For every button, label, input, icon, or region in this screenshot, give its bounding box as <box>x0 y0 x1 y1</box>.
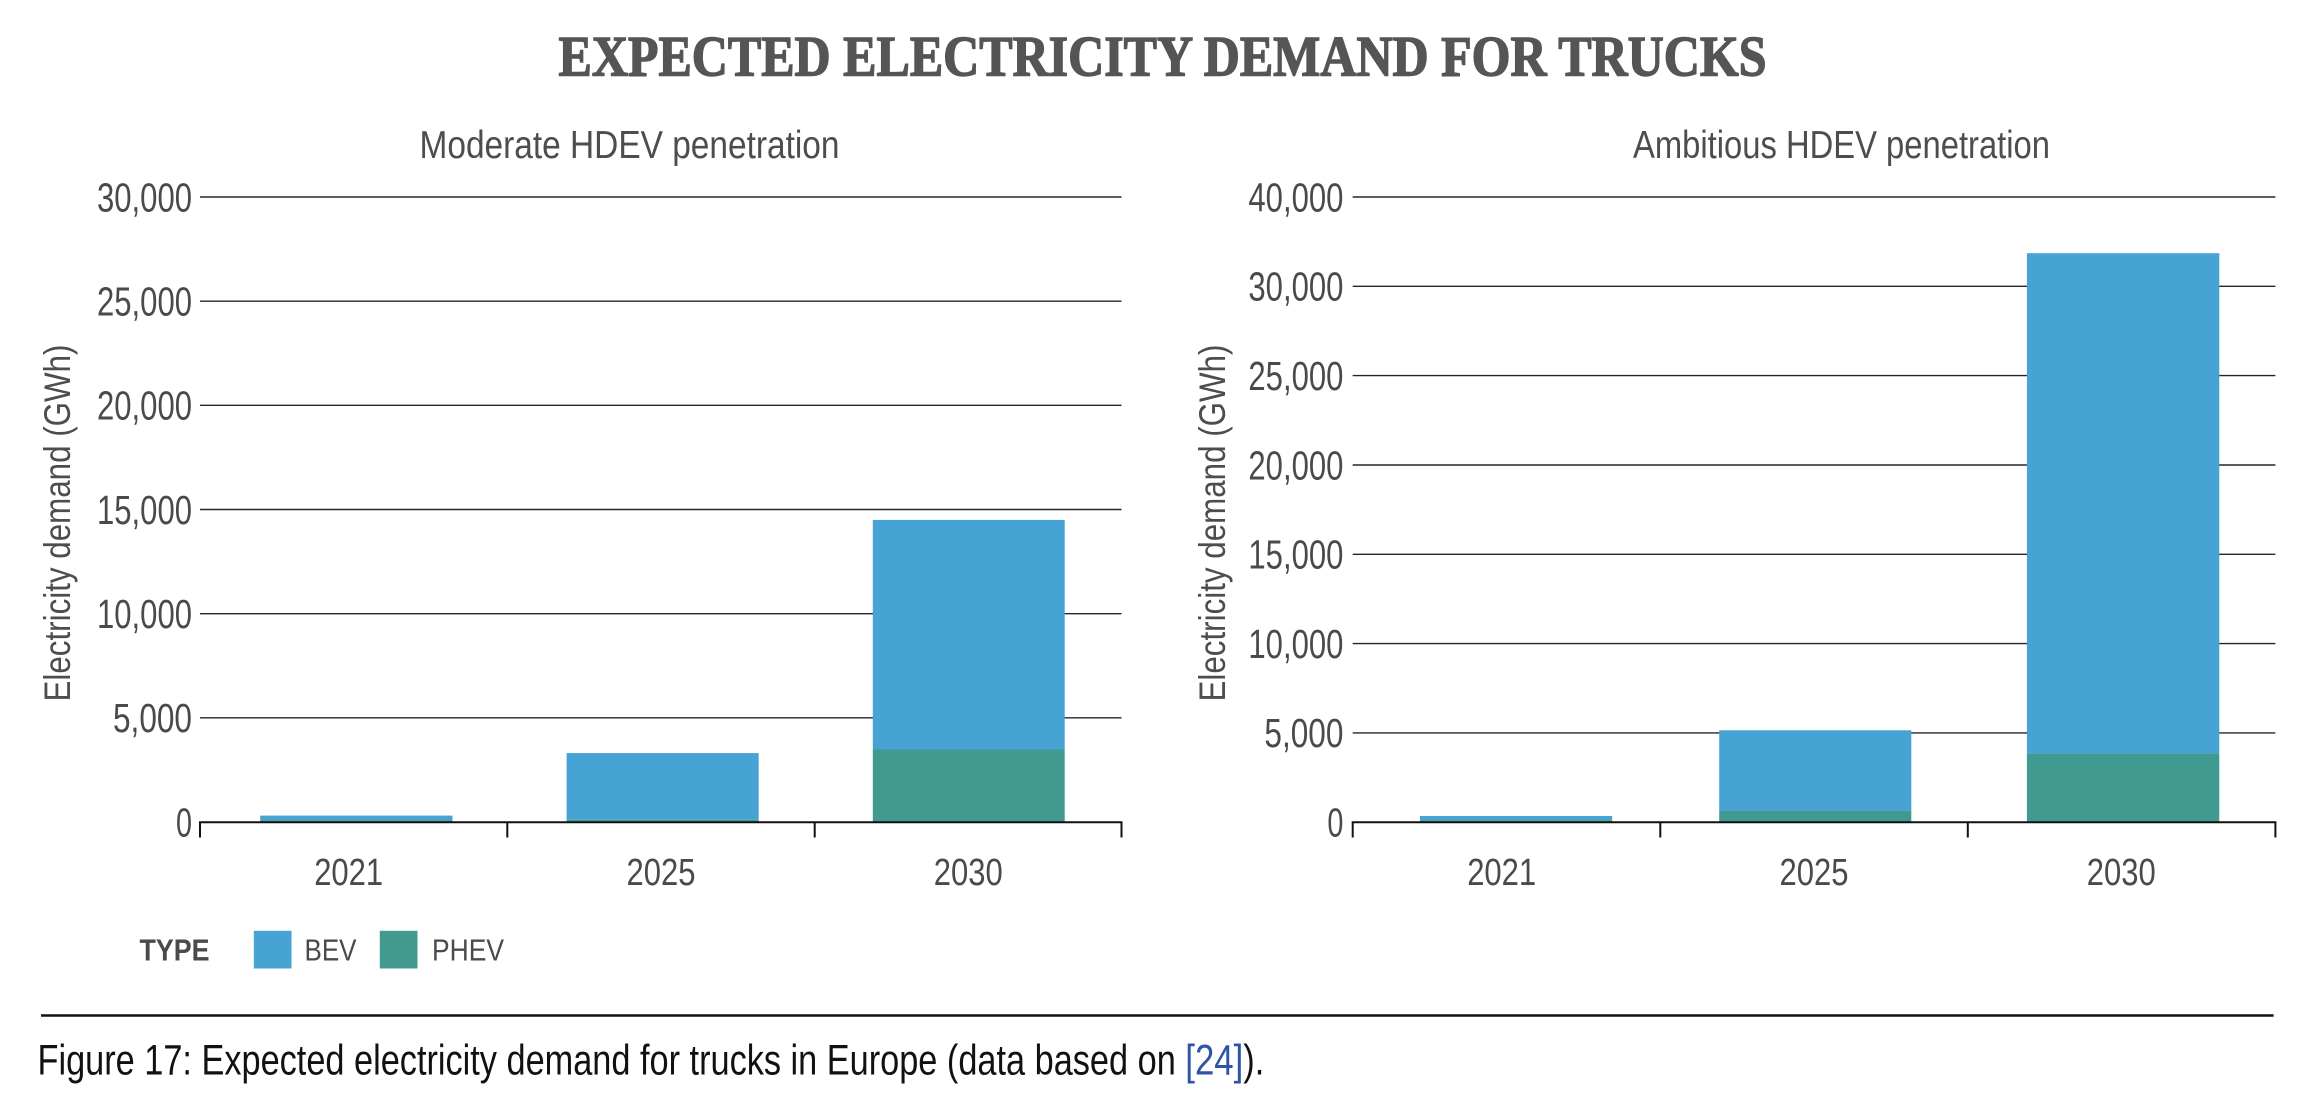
svg-text:2025: 2025 <box>1780 852 1849 894</box>
svg-text:2030: 2030 <box>2087 852 2156 894</box>
svg-text:25,000: 25,000 <box>97 279 192 325</box>
svg-text:2021: 2021 <box>1467 852 1536 894</box>
svg-text:2021: 2021 <box>314 852 383 894</box>
svg-text:Figure 17: Expected electricit: Figure 17: Expected electricity demand f… <box>38 1037 1265 1085</box>
svg-text:0: 0 <box>176 800 192 846</box>
svg-text:25,000: 25,000 <box>1248 353 1343 399</box>
svg-text:2025: 2025 <box>627 852 696 894</box>
svg-text:30,000: 30,000 <box>97 174 192 220</box>
svg-text:Electricity demand (GWh): Electricity demand (GWh) <box>1192 345 1233 702</box>
svg-text:5,000: 5,000 <box>1264 710 1343 756</box>
svg-text:15,000: 15,000 <box>97 487 192 533</box>
svg-text:40,000: 40,000 <box>1248 174 1343 220</box>
svg-text:20,000: 20,000 <box>97 383 192 429</box>
svg-text:PHEV: PHEV <box>432 933 504 968</box>
svg-text:Electricity demand (GWh): Electricity demand (GWh) <box>37 345 78 702</box>
svg-text:30,000: 30,000 <box>1248 264 1343 310</box>
svg-text:15,000: 15,000 <box>1248 532 1343 578</box>
svg-text:EXPECTED ELECTRICITY DEMAND FO: EXPECTED ELECTRICITY DEMAND FOR TRUCKS <box>559 26 1767 89</box>
svg-text:BEV: BEV <box>305 933 357 968</box>
svg-text:5,000: 5,000 <box>113 695 192 741</box>
svg-text:TYPE: TYPE <box>140 933 210 968</box>
svg-text:20,000: 20,000 <box>1248 442 1343 488</box>
svg-text:10,000: 10,000 <box>1248 621 1343 667</box>
svg-text:10,000: 10,000 <box>97 591 192 637</box>
svg-text:0: 0 <box>1327 800 1343 846</box>
svg-text:Ambitious HDEV penetration: Ambitious HDEV penetration <box>1633 124 2050 167</box>
svg-text:2030: 2030 <box>934 852 1003 894</box>
svg-text:Moderate HDEV penetration: Moderate HDEV penetration <box>420 124 840 167</box>
